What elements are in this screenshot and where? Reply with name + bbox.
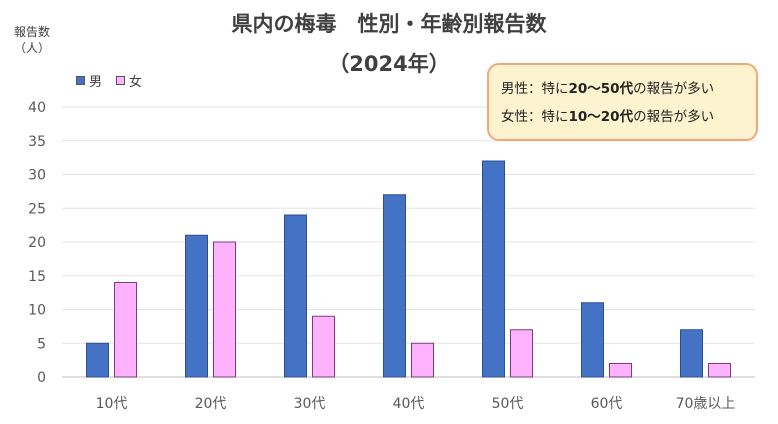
bar-male <box>680 329 703 378</box>
annotation-callout: 男性：特に20～50代の報告が多い 女性：特に10～20代の報告が多い <box>487 63 758 141</box>
bar-male <box>482 160 505 378</box>
y-tick-label: 5 <box>37 336 46 352</box>
x-tick-label: 70歳以上 <box>676 396 736 412</box>
legend-item-female: 女 <box>116 71 142 90</box>
bar-male <box>185 234 208 378</box>
callout-male-suffix: の報告が多い <box>633 81 715 97</box>
chart-title: 県内の梅毒 性別・年齢別報告数 <box>231 12 547 36</box>
x-tick-label: 20代 <box>195 396 227 412</box>
legend: 男 女 <box>76 71 156 90</box>
callout-line-male: 男性：特に20～50代の報告が多い <box>501 75 746 103</box>
y-tick-label: 0 <box>37 370 46 386</box>
y-tick-label: 40 <box>28 100 46 116</box>
y-axis-label-line2: （人） <box>13 41 50 55</box>
callout-line-female: 女性：特に10～20代の報告が多い <box>501 103 746 131</box>
callout-male-highlight: 20～50代 <box>568 81 634 97</box>
callout-female-suffix: の報告が多い <box>633 109 715 125</box>
y-tick-label: 25 <box>28 201 46 217</box>
legend-swatch-male <box>76 76 85 85</box>
y-tick-label: 10 <box>28 303 46 319</box>
bar-female <box>708 363 731 378</box>
x-tick-label: 10代 <box>96 396 128 412</box>
bar-male <box>86 342 109 378</box>
legend-swatch-female <box>116 76 126 85</box>
legend-item-male: 男 <box>76 71 102 90</box>
bar-male <box>581 302 604 378</box>
bar-female <box>609 363 632 378</box>
bar-female <box>213 241 236 378</box>
x-tick-label: 40代 <box>393 396 425 412</box>
y-axis-label: 報告数 （人） <box>6 24 58 56</box>
legend-label-male: 男 <box>89 75 103 90</box>
chart-subtitle: （2024年） <box>328 52 450 76</box>
callout-female-highlight: 10～20代 <box>568 109 634 125</box>
bar-female <box>312 315 335 378</box>
bar-female <box>411 342 434 378</box>
x-tick-label: 60代 <box>591 396 623 412</box>
bar-female <box>510 329 533 378</box>
bar-male <box>284 214 307 378</box>
legend-label-female: 女 <box>129 75 143 90</box>
y-axis-label-line1: 報告数 <box>13 25 50 39</box>
callout-female-prefix: 女性：特に <box>501 109 569 125</box>
bar-male <box>383 194 406 378</box>
y-tick-label: 35 <box>28 134 46 150</box>
y-tick-label: 30 <box>28 168 46 184</box>
callout-male-prefix: 男性：特に <box>501 81 569 97</box>
x-tick-label: 30代 <box>294 396 326 412</box>
x-tick-label: 50代 <box>492 396 524 412</box>
bar-female <box>114 282 137 378</box>
y-tick-label: 15 <box>28 269 46 285</box>
y-tick-label: 20 <box>28 235 46 251</box>
